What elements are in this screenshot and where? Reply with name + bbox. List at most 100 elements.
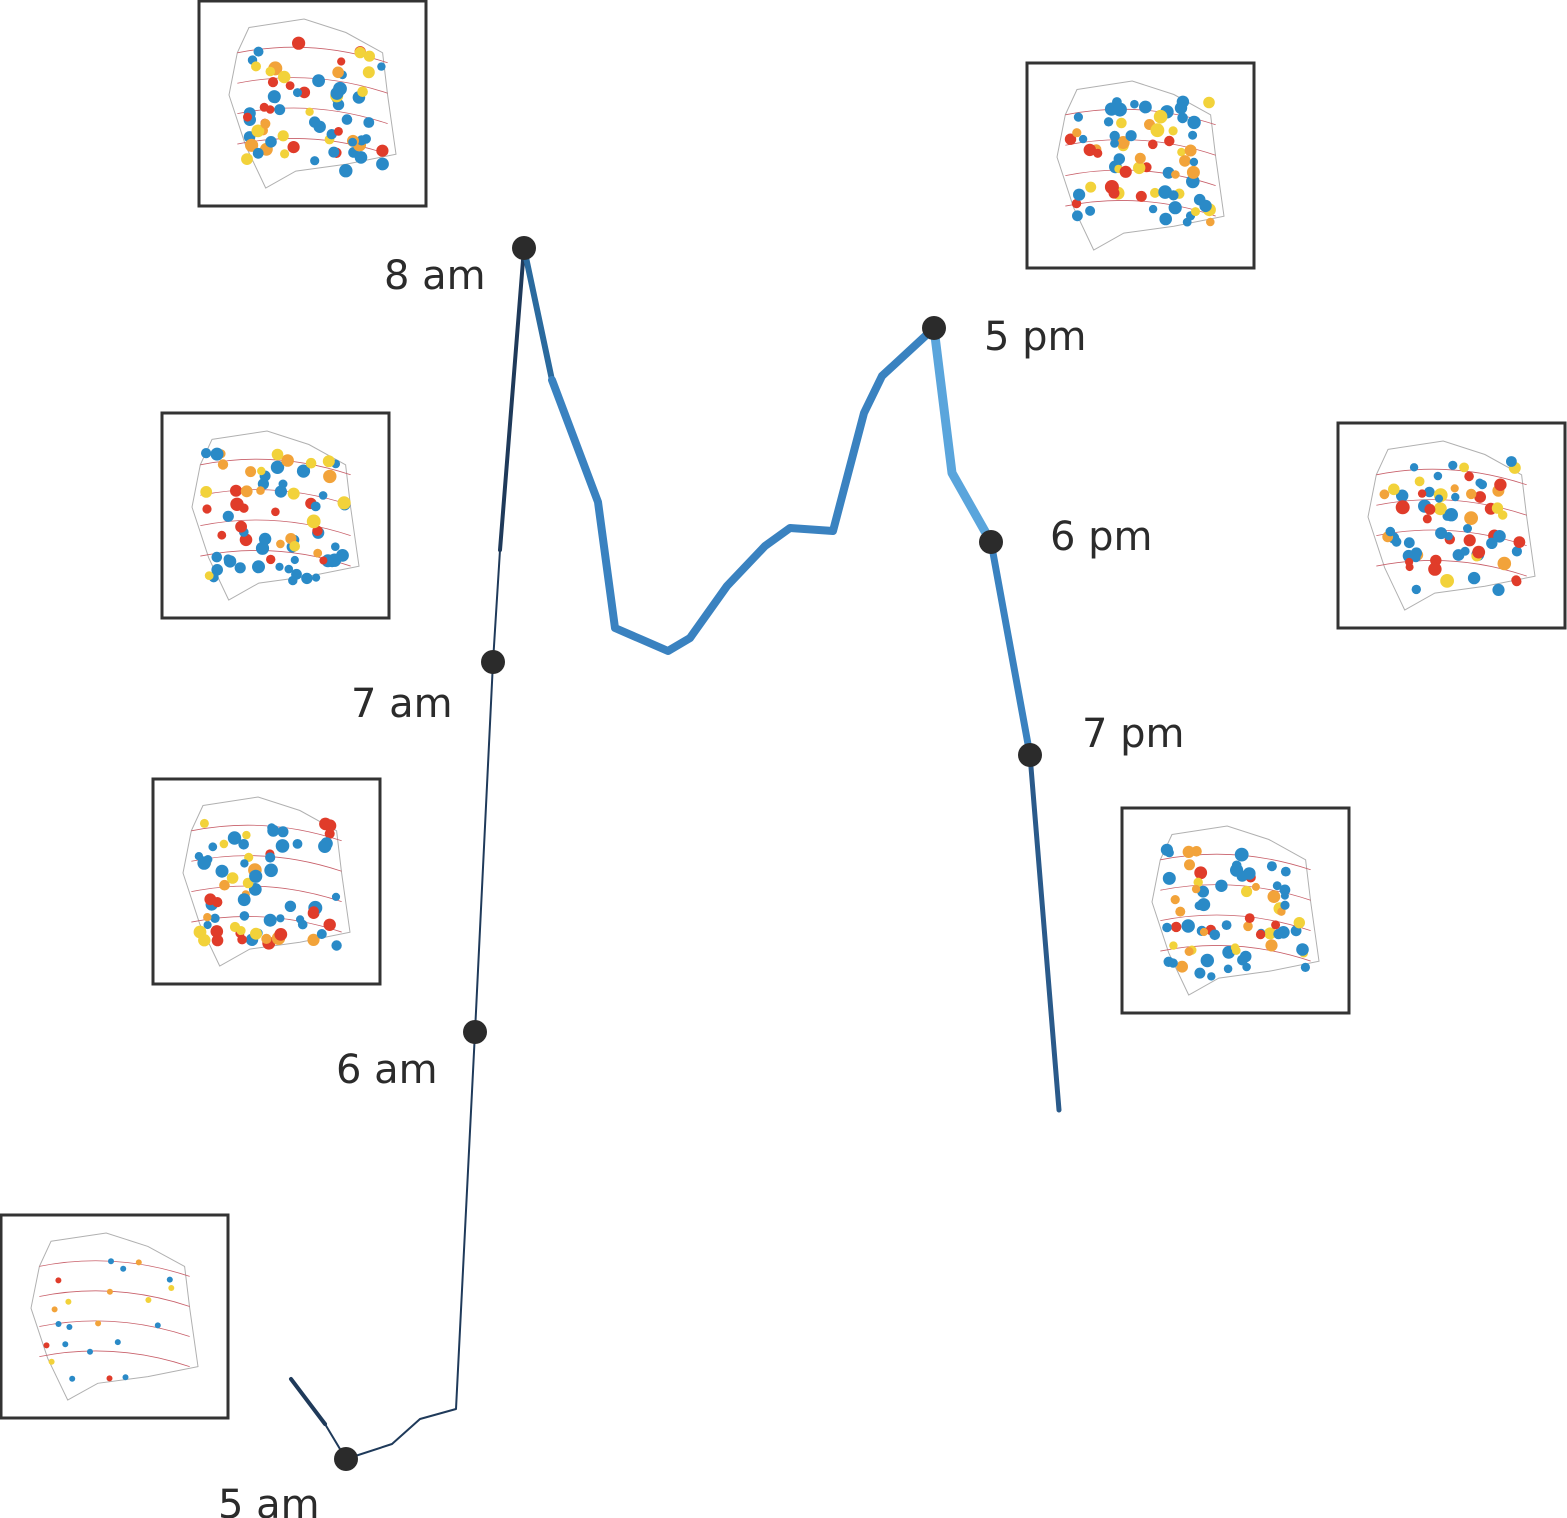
- heat-dot: [1207, 972, 1216, 981]
- heat-dot: [239, 911, 250, 921]
- heat-dot: [1422, 514, 1432, 524]
- heat-dot: [337, 496, 351, 510]
- heat-dot: [1194, 967, 1206, 979]
- heat-dot: [1433, 471, 1443, 481]
- heat-dot: [1150, 123, 1165, 138]
- heat-dot: [1150, 187, 1160, 198]
- heat-dot: [1236, 870, 1248, 882]
- heat-dot: [331, 892, 341, 902]
- label-7pm: 7 pm: [1082, 711, 1185, 757]
- heat-dot: [211, 564, 223, 576]
- heat-dot: [270, 93, 281, 104]
- heat-dot: [235, 520, 248, 533]
- heat-dot: [1215, 879, 1228, 892]
- heat-dot: [310, 501, 321, 512]
- heat-dot: [66, 1324, 73, 1330]
- heat-dot: [1162, 871, 1176, 885]
- heat-dot: [271, 448, 284, 461]
- heatmap-map-icon: [1120, 806, 1351, 1015]
- heat-dot: [1395, 500, 1410, 515]
- heat-dot: [108, 1258, 114, 1265]
- heat-dot: [1135, 190, 1147, 202]
- heat-dot: [274, 104, 286, 116]
- curve-segment-3: [498, 246, 526, 552]
- heat-dot: [1148, 139, 1158, 150]
- heat-dot: [354, 151, 368, 164]
- heat-dot: [203, 920, 212, 930]
- heat-dot: [1255, 929, 1266, 940]
- heat-dot: [322, 455, 335, 468]
- heat-dot: [1116, 136, 1130, 149]
- time-marker-7pm: [1018, 743, 1042, 767]
- map-frame: [197, 0, 428, 208]
- heat-dot: [239, 503, 249, 513]
- heat-dot: [219, 879, 230, 891]
- heat-dot: [222, 510, 234, 522]
- heat-dot: [1168, 126, 1178, 136]
- heat-dot: [298, 86, 311, 99]
- heat-dot: [320, 837, 333, 850]
- label-7am: 7 am: [351, 681, 453, 727]
- heat-dot: [1130, 99, 1139, 109]
- label-6pm: 6 pm: [1050, 514, 1153, 560]
- heatmap-map-icon: [1025, 61, 1256, 270]
- heat-dot: [1133, 161, 1146, 175]
- road-line: [39, 1350, 190, 1367]
- heat-dot: [376, 144, 389, 157]
- heat-dot: [336, 549, 349, 562]
- heat-dot: [1434, 494, 1444, 503]
- map-insets: [0, 0, 1567, 1420]
- heat-dot: [227, 831, 242, 845]
- heat-dot: [1486, 537, 1498, 549]
- heat-dot: [230, 484, 242, 497]
- heat-dot: [261, 933, 272, 945]
- heat-dot: [1191, 207, 1200, 217]
- heat-dot: [317, 930, 326, 939]
- heat-dot: [251, 61, 261, 72]
- heat-dot: [1153, 109, 1168, 124]
- heat-dot: [258, 532, 272, 546]
- curve-segment-4: [521, 245, 555, 383]
- heat-dot: [1491, 502, 1504, 514]
- heat-dot: [95, 1320, 102, 1327]
- heat-dot: [1171, 170, 1180, 179]
- heat-dot: [1300, 962, 1310, 973]
- heat-dot: [212, 897, 223, 908]
- heat-dot: [1231, 860, 1242, 871]
- heat-dot: [307, 933, 320, 947]
- heat-dot: [1494, 478, 1507, 491]
- heat-dot: [337, 57, 346, 66]
- heat-dot: [1232, 946, 1241, 955]
- heat-dot: [256, 486, 265, 495]
- heat-dot: [219, 839, 229, 849]
- heat-dot: [267, 77, 279, 88]
- road-line: [1160, 884, 1311, 901]
- heat-dot: [334, 126, 343, 136]
- road-line: [1376, 468, 1527, 486]
- heat-dot: [1221, 920, 1232, 930]
- heat-dot: [217, 530, 227, 540]
- curve-segment-5: [548, 324, 938, 655]
- heat-dot: [1293, 917, 1306, 929]
- road-line: [191, 824, 342, 842]
- heat-dot: [1403, 537, 1415, 549]
- heat-dot: [357, 86, 368, 97]
- heat-dot: [1244, 913, 1255, 923]
- heat-dot: [264, 863, 278, 878]
- heat-dot: [1391, 536, 1402, 547]
- heat-dot: [1170, 895, 1180, 905]
- heat-dot: [253, 46, 264, 57]
- heat-dot: [1435, 527, 1448, 540]
- heat-dot: [1234, 847, 1249, 862]
- heat-dot: [238, 839, 249, 850]
- heat-dot: [1264, 927, 1277, 940]
- heat-dot: [292, 839, 303, 849]
- heat-dot: [1176, 960, 1188, 973]
- heat-dot: [1187, 115, 1201, 130]
- heat-dot: [1388, 483, 1400, 496]
- heat-dot: [323, 469, 337, 484]
- heat-dot: [319, 817, 332, 831]
- heat-dot: [1184, 859, 1195, 871]
- heat-dot: [48, 1358, 55, 1365]
- heat-dot: [1168, 201, 1182, 215]
